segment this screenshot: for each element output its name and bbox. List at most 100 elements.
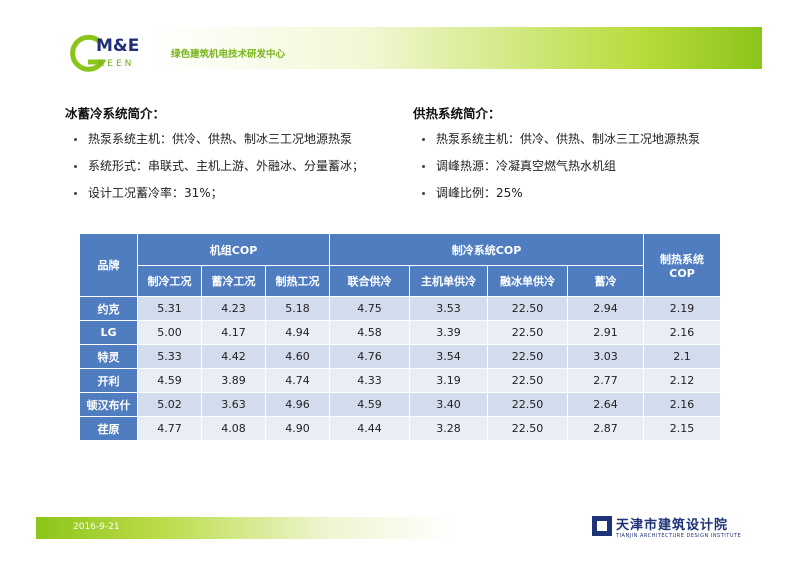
sub-header: 制热工况 (264, 265, 331, 297)
brand-cell: 特灵 (79, 344, 138, 369)
table-row: LG 5.00 4.17 4.94 4.58 3.39 22.50 2.91 2.16 (79, 320, 722, 345)
value-cell: 4.58 (329, 320, 411, 345)
value-cell: 2.91 (567, 320, 645, 345)
footer-bar (36, 517, 456, 539)
unit-cop-header: 机组COP (136, 233, 331, 266)
value-cell: 3.39 (409, 320, 489, 345)
value-cell: 4.96 (264, 392, 331, 417)
table-row: 约克 5.31 4.23 5.18 4.75 3.53 22.50 2.94 2.19 (79, 296, 722, 321)
value-cell: 4.74 (264, 368, 331, 393)
sub-header: 制冷工况 (137, 265, 202, 297)
value-cell: 2.77 (567, 368, 645, 393)
value-cell: 4.94 (264, 320, 331, 345)
value-cell: 5.33 (137, 344, 202, 369)
heating-system-cop-header: 制热系统 COP (643, 233, 722, 297)
value-cell: 5.18 (264, 296, 331, 321)
heating-section: 供热系统简介： 热泵系统主机：供冷、供热、制冰三工况地源热泵 调峰热源：冷凝真空… (413, 103, 753, 212)
table-row: 荏原 4.77 4.08 4.90 4.44 3.28 22.50 2.87 2.15 (79, 416, 722, 441)
institute-name-cn: 天津市建筑设计院 (616, 518, 729, 533)
ice-storage-list: 热泵系统主机：供冷、供热、制冰三工况地源热泵 系统形式：串联式、主机上游、外融冰… (65, 131, 405, 212)
value-cell: 2.16 (643, 320, 722, 345)
list-item: 热泵系统主机：供冷、供热、制冰三工况地源热泵 (413, 131, 753, 158)
brand-cell: 荏原 (79, 416, 138, 441)
logo-g-icon (70, 34, 106, 72)
list-item: 设计工况蓄冷率：31%； (65, 185, 405, 212)
value-cell: 4.44 (329, 416, 411, 441)
value-cell: 22.50 (487, 368, 569, 393)
value-cell: 5.31 (137, 296, 202, 321)
value-cell: 4.76 (329, 344, 411, 369)
heating-header-line1: 制热系统 (660, 252, 705, 266)
brand-cell: 顿汉布什 (79, 392, 138, 417)
value-cell: 4.60 (264, 344, 331, 369)
brand-header: 品牌 (79, 233, 138, 297)
heating-title: 供热系统简介： (413, 106, 501, 121)
value-cell: 2.15 (643, 416, 722, 441)
logo-me-text: M&E (96, 36, 140, 56)
institute-name-en: TIANJIN ARCHITECTURE DESIGN INSTITUTE (616, 533, 742, 539)
list-item: 热泵系统主机：供冷、供热、制冰三工况地源热泵 (65, 131, 405, 158)
heating-header-line2: COP (669, 266, 695, 280)
value-cell: 4.59 (329, 392, 411, 417)
value-cell: 4.77 (137, 416, 202, 441)
logo-reen-text: REEN (98, 59, 135, 69)
brand-cell: 约克 (79, 296, 138, 321)
value-cell: 2.19 (643, 296, 722, 321)
value-cell: 2.16 (643, 392, 722, 417)
value-cell: 4.08 (201, 416, 266, 441)
value-cell: 3.03 (567, 344, 645, 369)
table-row: 开利 4.59 3.89 4.74 4.33 3.19 22.50 2.77 2.12 (79, 368, 722, 393)
list-item: 系统形式：串联式、主机上游、外融冰、分量蓄冰； (65, 158, 405, 185)
value-cell: 4.75 (329, 296, 411, 321)
value-cell: 22.50 (487, 320, 569, 345)
value-cell: 4.17 (201, 320, 266, 345)
value-cell: 3.19 (409, 368, 489, 393)
table-row: 顿汉布什 5.02 3.63 4.96 4.59 3.40 22.50 2.64 2.16 (79, 392, 722, 417)
value-cell: 2.64 (567, 392, 645, 417)
sub-header: 联合供冷 (329, 265, 411, 297)
table-row: 特灵 5.33 4.42 4.60 4.76 3.54 22.50 3.03 2.1 (79, 344, 722, 369)
value-cell: 5.02 (137, 392, 202, 417)
sub-header: 主机单供冷 (409, 265, 489, 297)
list-item: 调峰比例：25% (413, 185, 753, 212)
value-cell: 4.42 (201, 344, 266, 369)
value-cell: 3.89 (201, 368, 266, 393)
institute-mark-icon (592, 516, 612, 536)
sub-header: 蓄冷 (567, 265, 645, 297)
sub-header: 融冰单供冷 (487, 265, 569, 297)
value-cell: 4.59 (137, 368, 202, 393)
value-cell: 4.90 (264, 416, 331, 441)
header-bar (150, 27, 762, 69)
ice-storage-title: 冰蓄冷系统简介： (65, 106, 166, 121)
value-cell: 3.28 (409, 416, 489, 441)
value-cell: 2.87 (567, 416, 645, 441)
brand-cell: 开利 (79, 368, 138, 393)
heating-list: 热泵系统主机：供冷、供热、制冰三工况地源热泵 调峰热源：冷凝真空燃气热水机组 调… (413, 131, 753, 212)
value-cell: 2.12 (643, 368, 722, 393)
value-cell: 22.50 (487, 392, 569, 417)
value-cell: 4.23 (201, 296, 266, 321)
value-cell: 22.50 (487, 344, 569, 369)
value-cell: 2.1 (643, 344, 722, 369)
footer-date: 2016-9-21 (73, 522, 120, 532)
value-cell: 3.63 (201, 392, 266, 417)
value-cell: 3.53 (409, 296, 489, 321)
table-body: 约克 5.31 4.23 5.18 4.75 3.53 22.50 2.94 2.19 LG 5.0… (79, 296, 722, 441)
brand-cell: LG (79, 320, 138, 345)
value-cell: 22.50 (487, 296, 569, 321)
ice-storage-section: 冰蓄冷系统简介： 热泵系统主机：供冷、供热、制冰三工况地源热泵 系统形式：串联式… (65, 103, 405, 212)
sub-header: 蓄冷工况 (201, 265, 266, 297)
cop-table: 品牌 机组COP 制冷系统COP 制热系统 COP 制冷工况 蓄冷工况 制热工况… (79, 233, 722, 441)
value-cell: 3.40 (409, 392, 489, 417)
cooling-system-cop-header: 制冷系统COP (329, 233, 645, 266)
institute-logo: 天津市建筑设计院 TIANJIN ARCHITECTURE DESIGN INS… (592, 514, 752, 542)
value-cell: 2.94 (567, 296, 645, 321)
header-subtitle: 绿色建筑机电技术研发中心 (171, 49, 286, 60)
list-item: 调峰热源：冷凝真空燃气热水机组 (413, 158, 753, 185)
value-cell: 22.50 (487, 416, 569, 441)
logo: M&E REEN (66, 28, 166, 84)
cop-table-wrap: 品牌 机组COP 制冷系统COP 制热系统 COP 制冷工况 蓄冷工况 制热工况… (79, 233, 722, 441)
value-cell: 4.33 (329, 368, 411, 393)
value-cell: 3.54 (409, 344, 489, 369)
value-cell: 5.00 (137, 320, 202, 345)
